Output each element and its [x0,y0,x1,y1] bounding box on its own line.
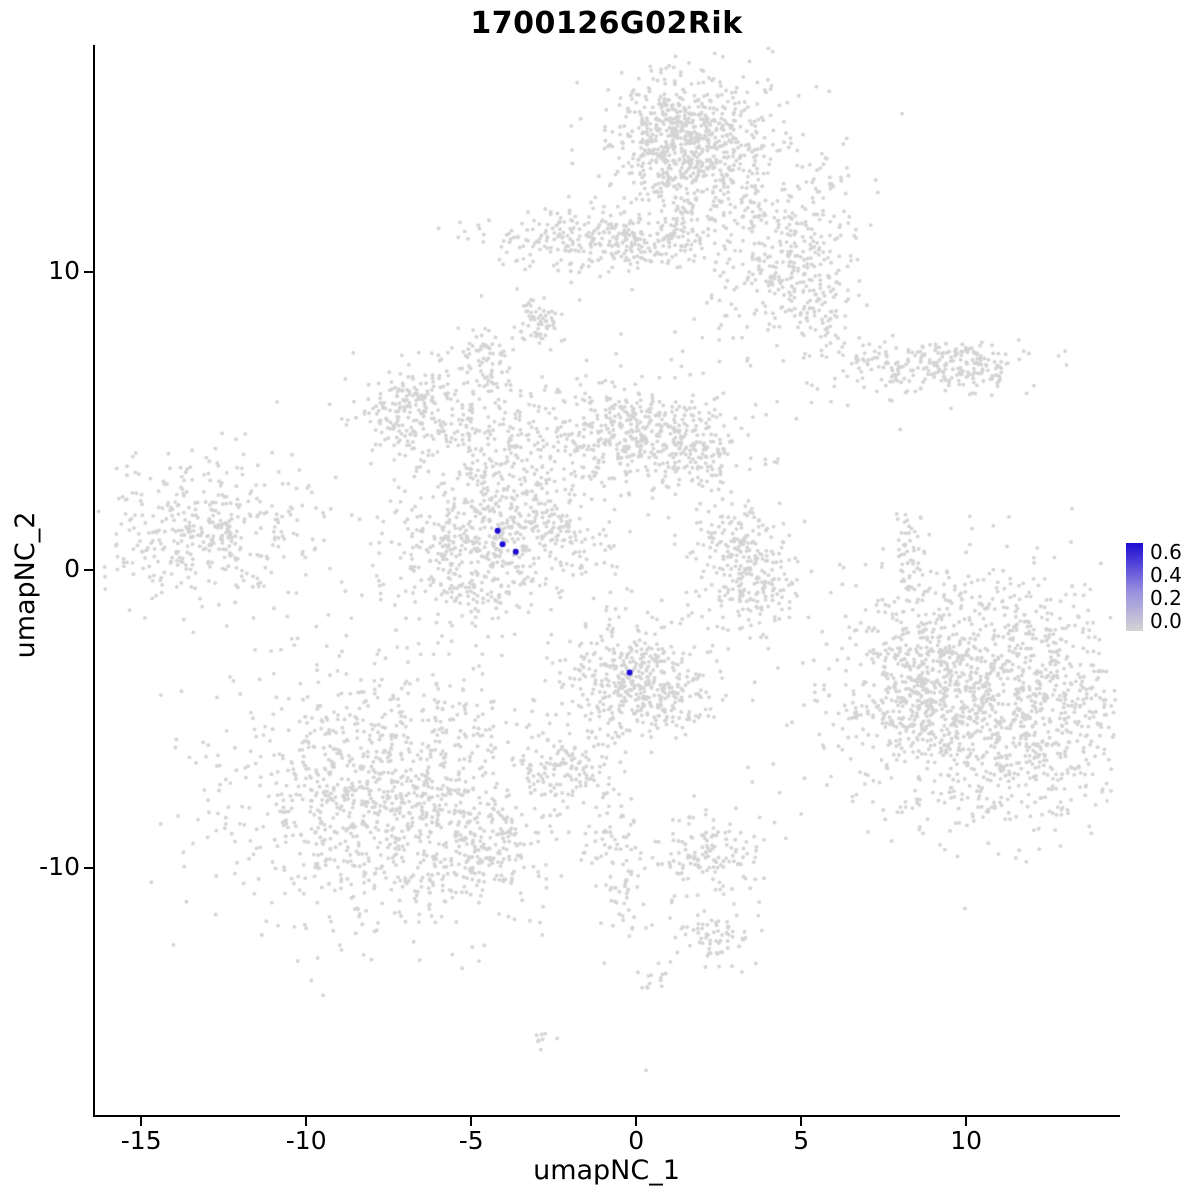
colorbar-tick-label: 0.0 [1150,609,1182,633]
x-tick-label: -15 [120,1126,162,1155]
y-tick-label: 0 [64,553,80,583]
colorbar-tick-label: 0.4 [1150,563,1182,587]
x-tick-mark [635,1117,638,1126]
y-tick-mark [84,270,93,273]
x-tick-mark [140,1117,143,1126]
colorbar-tick-label: 0.2 [1150,586,1182,610]
x-axis-title: umapNC_1 [533,1155,680,1186]
x-tick-mark [305,1117,308,1126]
x-axis-line [93,1115,1120,1117]
x-tick-label: -10 [285,1126,327,1155]
x-tick-mark [800,1117,803,1126]
x-tick-label: 10 [950,1126,983,1155]
colorbar-gradient [1126,543,1143,631]
x-tick-mark [965,1117,968,1126]
x-tick-label: 5 [793,1126,810,1155]
y-axis-line [93,45,95,1117]
plot-title: 1700126G02Rik [470,6,743,41]
y-tick-label: 10 [48,255,80,285]
x-tick-label: -5 [458,1126,484,1155]
y-tick-mark [84,866,93,869]
y-tick-mark [84,568,93,571]
y-tick-label: -10 [39,851,80,881]
x-tick-label: 0 [628,1126,645,1155]
x-tick-mark [470,1117,473,1126]
colorbar-tick-label: 0.6 [1150,540,1182,564]
colorbar-legend: 0.6 0.4 0.2 0.0 [1126,542,1200,633]
y-axis-title: umapNC_2 [10,511,41,659]
colorbar-labels: 0.6 0.4 0.2 0.0 [1150,542,1182,632]
